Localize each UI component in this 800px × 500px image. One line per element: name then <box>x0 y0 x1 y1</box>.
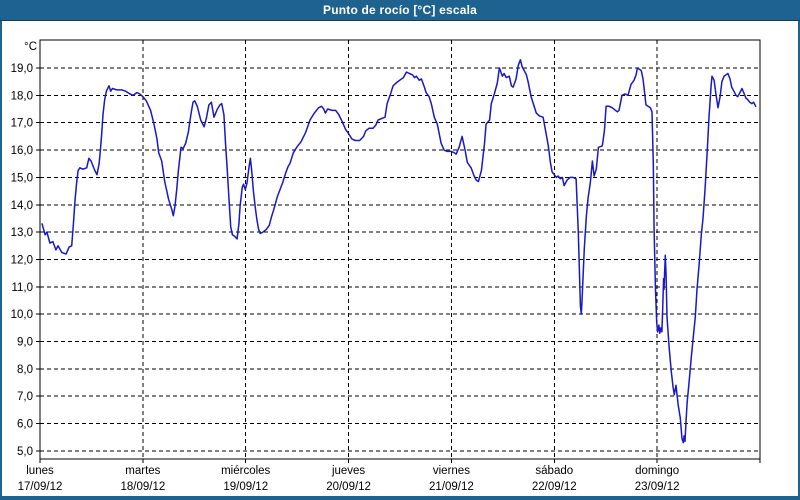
day-date-label: 23/09/12 <box>635 481 680 493</box>
day-date-label: 20/09/12 <box>326 481 371 493</box>
day-name-label: martes <box>125 465 160 477</box>
day-name-label: lunes <box>26 465 54 477</box>
y-tick-label: 12,0 <box>11 254 33 266</box>
y-tick-label: 14,0 <box>11 200 33 212</box>
day-name-label: sábado <box>535 465 573 477</box>
y-tick-label: 8,0 <box>17 364 33 376</box>
day-name-label: jueves <box>331 465 365 477</box>
day-name-label: miércoles <box>221 465 270 477</box>
day-name-label: viernes <box>433 465 470 477</box>
day-date-label: 17/09/12 <box>18 481 63 493</box>
y-tick-label: 9,0 <box>17 337 33 349</box>
y-tick-label: 11,0 <box>11 282 33 294</box>
y-tick-label: 15,0 <box>11 172 33 184</box>
dewpoint-series-line <box>41 59 757 444</box>
y-tick-label: 18,0 <box>11 90 33 102</box>
chart-title: Punto de rocío [°C] escala <box>322 3 478 17</box>
chart-titlebar: Punto de rocío [°C] escala <box>0 0 800 21</box>
y-tick-label: 16,0 <box>11 145 33 157</box>
x-axis-ticks <box>39 459 761 463</box>
y-tick-label: 17,0 <box>11 118 33 130</box>
y-tick-label: 7,0 <box>17 391 33 403</box>
y-axis-unit-label: °C <box>24 41 37 53</box>
day-date-label: 19/09/12 <box>223 481 268 493</box>
day-date-label: 18/09/12 <box>120 481 165 493</box>
day-date-label: 21/09/12 <box>429 481 474 493</box>
day-date-label: 22/09/12 <box>532 481 577 493</box>
horizontal-gridlines <box>36 67 760 452</box>
y-tick-label: 13,0 <box>11 227 33 239</box>
day-name-label: domingo <box>635 465 679 477</box>
y-tick-label: 5,0 <box>17 446 33 458</box>
dewpoint-line-chart: 19,0 18,0 17,0 16,0 15,0 14,0 13,0 12,0 11,0 10,0… <box>11 39 761 493</box>
y-axis-tick-labels: 19,0 18,0 17,0 16,0 15,0 14,0 13,0 12,0 11,0 10,0… <box>11 63 33 458</box>
x-axis-day-labels: lunes 17/09/12 martes 18/09/12 miércoles 19/0… <box>18 465 680 493</box>
chart-area: 19,0 18,0 17,0 16,0 15,0 14,0 13,0 12,0 11,0 10,0… <box>2 21 798 496</box>
y-tick-label: 10,0 <box>11 309 33 321</box>
y-tick-label: 19,0 <box>11 63 33 75</box>
y-tick-label: 6,0 <box>17 419 33 431</box>
plot-border <box>39 39 761 460</box>
